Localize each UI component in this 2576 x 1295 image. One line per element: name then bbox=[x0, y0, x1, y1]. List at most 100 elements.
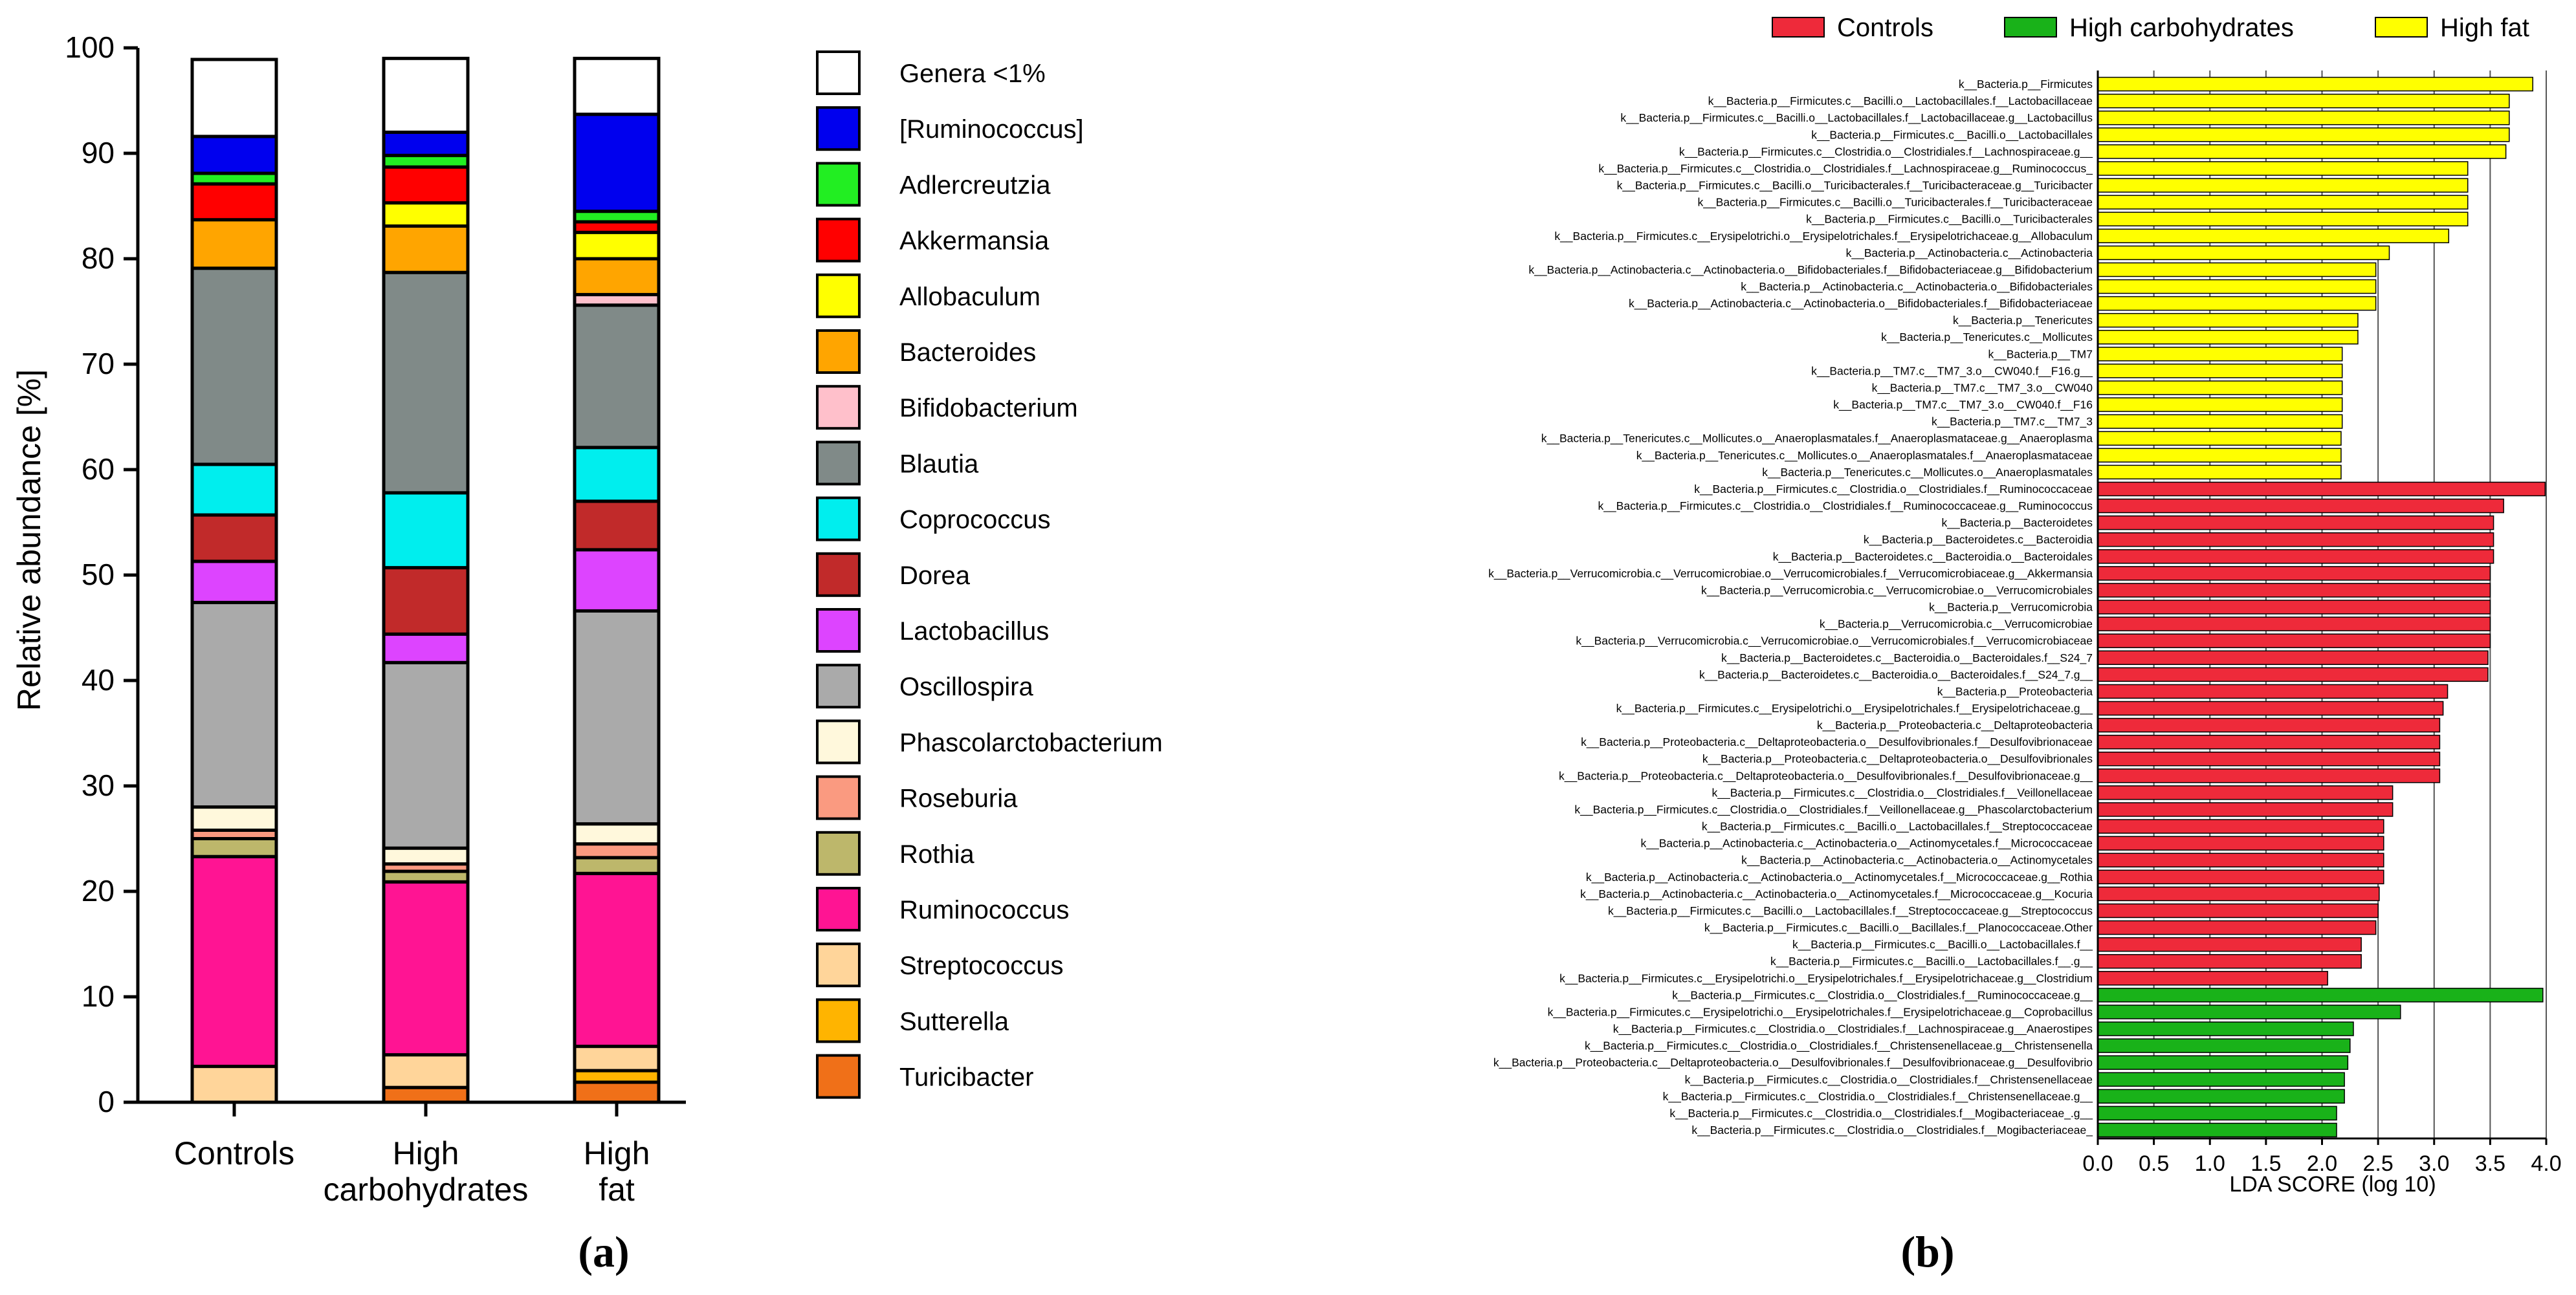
lda-bar bbox=[2097, 1021, 2354, 1036]
legend-swatch bbox=[816, 831, 861, 876]
x-tick-label: 3.5 bbox=[2475, 1151, 2505, 1176]
feature-label: k__Bacteria.p__Proteobacteria.c__Deltapr… bbox=[1817, 719, 2093, 732]
y-tick-label: 60 bbox=[82, 452, 115, 486]
legend-label: Adlercreutzia bbox=[899, 171, 1051, 199]
lda-bar bbox=[2097, 920, 2377, 935]
lda-bar bbox=[2097, 853, 2384, 867]
lda-bar bbox=[2097, 1005, 2401, 1019]
bar-segment bbox=[382, 846, 470, 866]
bar-segment bbox=[573, 842, 661, 860]
legend-label: Rothia bbox=[899, 840, 974, 869]
lda-bar bbox=[2097, 431, 2342, 446]
feature-label: k__Bacteria.p__Tenericutes bbox=[1953, 314, 2093, 327]
x-tick-label: 1.5 bbox=[2251, 1151, 2281, 1176]
feature-label: k__Bacteria.p__Tenericutes.c__Mollicutes… bbox=[1762, 466, 2093, 479]
feature-label: k__Bacteria.p__Firmicutes.c__Clostridia.… bbox=[1694, 483, 2093, 496]
legend-label: Bacteroides bbox=[899, 338, 1036, 367]
lda-bar bbox=[2097, 329, 2359, 345]
bar-segment bbox=[573, 548, 661, 613]
bar-segment bbox=[573, 1080, 661, 1104]
feature-label: k__Bacteria.p__Firmicutes.c__Bacilli.o__… bbox=[1620, 111, 2093, 125]
lda-bar bbox=[2097, 144, 2507, 159]
feature-label: k__Bacteria.p__Bacteroidetes.c__Bacteroi… bbox=[1773, 550, 2093, 563]
feature-label: k__Bacteria.p__Firmicutes.c__Clostridia.… bbox=[1679, 145, 2093, 158]
bar-segment bbox=[573, 303, 661, 450]
feature-label: k__Bacteria.p__Firmicutes.c__Erysipelotr… bbox=[1548, 1005, 2093, 1019]
feature-label: k__Bacteria.p__Firmicutes.c__Bacilli.o__… bbox=[1792, 938, 2093, 952]
feature-label: k__Bacteria.p__TM7 bbox=[1988, 347, 2093, 361]
legend-swatch bbox=[816, 942, 861, 988]
panel-b-x-axis-title: LDA SCORE (log 10) bbox=[2229, 1172, 2436, 1197]
feature-label: k__Bacteria.p__Tenericutes.c__Mollicutes… bbox=[1636, 449, 2093, 462]
lda-bar bbox=[2097, 650, 2489, 666]
bar-segment bbox=[190, 462, 278, 517]
feature-label: k__Bacteria.p__Actinobacteria.c__Actinob… bbox=[1641, 837, 2093, 851]
lda-bar bbox=[2097, 717, 2441, 733]
lda-bar bbox=[2097, 448, 2342, 463]
bar-segment bbox=[573, 1045, 661, 1072]
feature-label: k__Bacteria.p__Verrucomicrobia.c__Verruc… bbox=[1576, 635, 2093, 648]
lda-bar bbox=[2097, 616, 2491, 631]
feature-label: k__Bacteria.p__Firmicutes.c__Clostridia.… bbox=[1663, 1090, 2093, 1104]
x-tick-label: 2.5 bbox=[2362, 1151, 2393, 1176]
feature-label: k__Bacteria.p__Firmicutes.c__Clostridia.… bbox=[1598, 162, 2093, 175]
panel-b-bars bbox=[2097, 76, 2546, 1138]
feature-label: k__Bacteria.p__Actinobacteria.c__Actinob… bbox=[1528, 263, 2093, 277]
feature-label: k__Bacteria.p__Firmicutes.c__Bacilli.o__… bbox=[1704, 921, 2093, 935]
x-tick-label: 4.0 bbox=[2531, 1151, 2561, 1176]
y-tick-label: 70 bbox=[82, 347, 115, 380]
lda-bar bbox=[2097, 667, 2489, 682]
feature-label: k__Bacteria.p__Firmicutes.c__Bacilli.o__… bbox=[1617, 179, 2093, 193]
feature-label: k__Bacteria.p__Firmicutes.c__Erysipelotr… bbox=[1616, 702, 2093, 715]
legend-swatch bbox=[816, 887, 861, 931]
feature-label: k__Bacteria.p__Firmicutes bbox=[1959, 78, 2093, 91]
feature-label: k__Bacteria.p__Firmicutes.c__Clostridia.… bbox=[1585, 1039, 2093, 1053]
legend-label: Sutterella bbox=[899, 1007, 1009, 1036]
lda-bar bbox=[2097, 886, 2380, 902]
panel-a-legend: Genera <1% [Ruminococcus] Adlercreutzia Akk… bbox=[816, 50, 1163, 1099]
legend-swatch bbox=[816, 608, 861, 653]
feature-label: k__Bacteria.p__Firmicutes.c__Clostridia.… bbox=[1685, 1073, 2093, 1087]
lda-bar bbox=[2097, 481, 2546, 497]
legend-swatch bbox=[816, 496, 861, 541]
bar-segment bbox=[573, 856, 661, 875]
bar-segment bbox=[382, 1053, 470, 1089]
feature-label: k__Bacteria.p__Proteobacteria bbox=[1937, 685, 2093, 699]
feature-label: k__Bacteria.p__Actinobacteria.c__Actinob… bbox=[1846, 246, 2093, 260]
x-tick-label: carbohydrates bbox=[324, 1171, 529, 1208]
bar-segment bbox=[382, 880, 470, 1057]
feature-label: k__Bacteria.p__Firmicutes.c__Clostridia.… bbox=[1598, 499, 2093, 513]
lda-bar bbox=[2097, 380, 2343, 395]
lda-bar bbox=[2097, 178, 2469, 193]
legend-swatch bbox=[816, 162, 861, 207]
feature-label: k__Bacteria.p__Bacteroidetes bbox=[1942, 516, 2093, 530]
feature-label: k__Bacteria.p__Firmicutes.c__Clostridia.… bbox=[1669, 1107, 2093, 1120]
bar-segment bbox=[382, 201, 470, 228]
lda-bar bbox=[2097, 1038, 2351, 1053]
lda-bar bbox=[2097, 110, 2510, 125]
bar-segment bbox=[382, 1085, 470, 1104]
feature-label: k__Bacteria.p__Actinobacteria.c__Actinob… bbox=[1629, 297, 2093, 310]
legend-swatch bbox=[816, 385, 861, 430]
bar-segment bbox=[573, 113, 661, 213]
feature-label: k__Bacteria.p__Firmicutes.c__Bacilli.o__… bbox=[1708, 94, 2093, 108]
legend-swatch bbox=[816, 719, 861, 765]
feature-label: k__Bacteria.p__Actinobacteria.c__Actinob… bbox=[1741, 280, 2093, 294]
lda-bar bbox=[2097, 633, 2491, 648]
lda-bar bbox=[2097, 245, 2390, 261]
bar-segment bbox=[382, 660, 470, 850]
panel-b: Controls High carbohydrates High fat k__Ba… bbox=[1488, 14, 2561, 1276]
bar-segment bbox=[190, 513, 278, 563]
feature-label: k__Bacteria.p__Actinobacteria.c__Actinob… bbox=[1586, 871, 2093, 884]
lda-bar bbox=[2097, 869, 2384, 885]
feature-label: k__Bacteria.p__Firmicutes.c__Clostridia.… bbox=[1672, 988, 2093, 1002]
bar-segment bbox=[573, 257, 661, 296]
stacked-bar bbox=[382, 56, 470, 1104]
lda-bar bbox=[2097, 1122, 2337, 1138]
panel-b-label: (b) bbox=[1900, 1227, 1954, 1276]
bar-segment bbox=[382, 165, 470, 205]
lda-bar bbox=[2097, 312, 2359, 328]
bar-segment bbox=[382, 56, 470, 134]
